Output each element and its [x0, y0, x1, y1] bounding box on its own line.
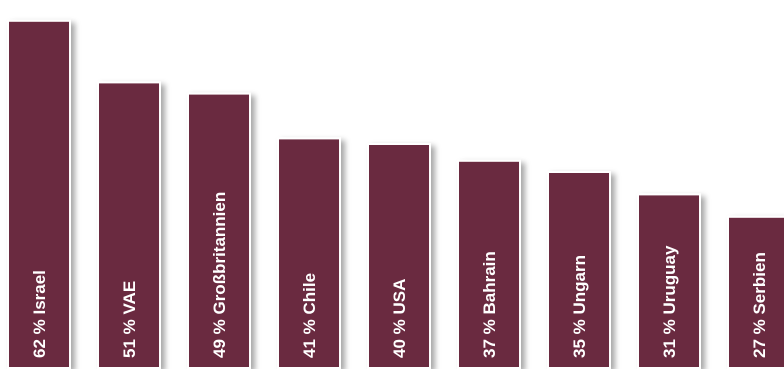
- bar-ungarn: [547, 171, 611, 369]
- bar-label-usa: 40 % USA: [390, 279, 409, 358]
- bar-label-gro-britannien: 49 % Großbritannien: [210, 192, 229, 358]
- bar-bahrain: [457, 159, 521, 369]
- bar-label-uruguay: 31 % Uruguay: [660, 245, 679, 358]
- bar-label-bahrain: 37 % Bahrain: [480, 251, 499, 358]
- bar-label-ungarn: 35 % Ungarn: [570, 255, 589, 358]
- bar-vae: [97, 81, 161, 369]
- bar-gro-britannien: [187, 92, 251, 369]
- bar-uruguay: [637, 193, 701, 369]
- bar-usa: [367, 143, 431, 369]
- bar-label-chile: 41 % Chile: [300, 273, 319, 358]
- bar-label-serbien: 27 % Serbien: [750, 252, 769, 358]
- bar-label-israel: 62 % Israel: [30, 270, 49, 358]
- bar-israel: [7, 19, 71, 369]
- bar-serbien: [727, 215, 784, 369]
- bar-label-vae: 51 % VAE: [120, 281, 139, 358]
- bar-chile: [277, 137, 341, 369]
